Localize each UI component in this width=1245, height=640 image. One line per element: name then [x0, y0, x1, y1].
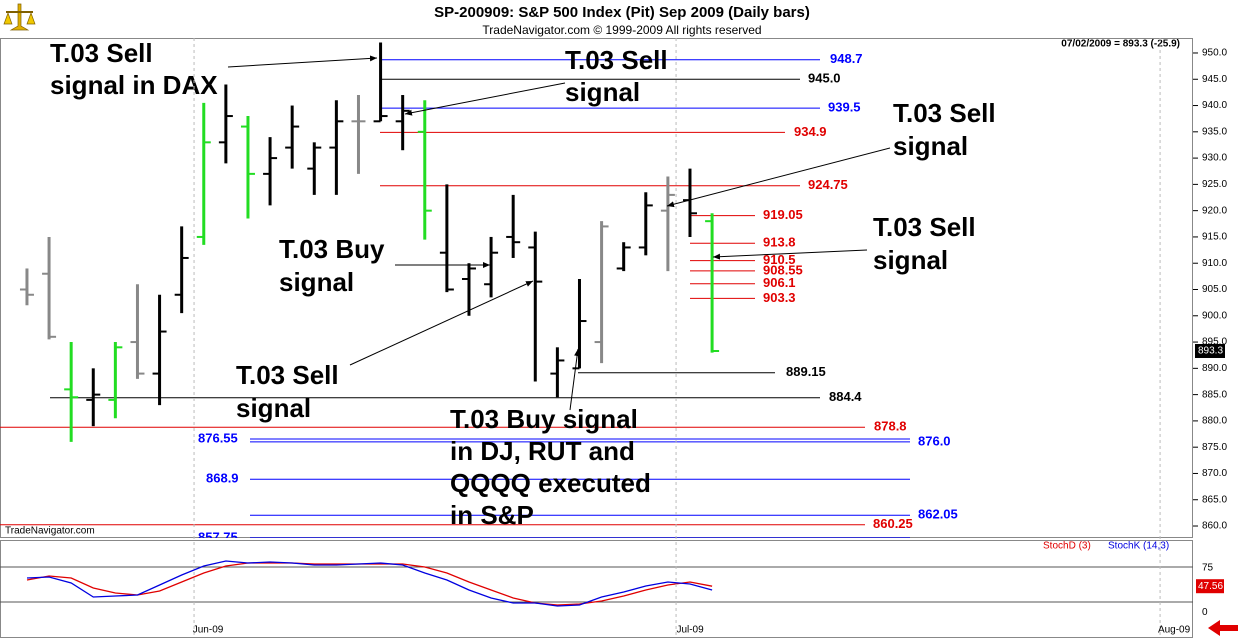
level-label: 924.75	[808, 177, 848, 192]
annotation-text: signal	[893, 131, 968, 161]
level-label: 934.9	[794, 124, 827, 139]
level-label: 876.0	[918, 433, 951, 448]
annotation-text: signal	[565, 77, 640, 107]
last-price-box	[1195, 343, 1225, 358]
logo	[3, 3, 36, 31]
status-text: 07/02/2009 = 893.3 (-25.9)	[1061, 39, 1180, 50]
y-tick-label: 880.0	[1202, 416, 1227, 427]
level-label: 868.9	[206, 471, 239, 486]
y-tick-label: 895.0	[1202, 337, 1227, 348]
y-tick-label: 915.0	[1202, 232, 1227, 243]
last-value-label: 47.56	[1198, 581, 1223, 592]
x-tick-label: Aug-09	[1158, 625, 1191, 636]
level-label: 884.4	[829, 389, 862, 404]
scroll-arrow[interactable]	[1208, 620, 1238, 636]
annotation-text: T.03 Sell	[873, 212, 976, 242]
chart-title: SP-200909: S&P 500 Index (Pit) Sep 2009 …	[434, 4, 810, 21]
annotation-text: signal	[873, 245, 948, 275]
stoch-panel	[0, 540, 1193, 638]
level-label: 908.55	[763, 262, 803, 277]
level-label: 878.8	[874, 419, 907, 434]
stoch-line	[26, 560, 713, 607]
y-tick-label: 925.0	[1202, 179, 1227, 190]
level-label: 913.8	[763, 235, 796, 250]
y-tick-label: 860.0	[1202, 521, 1227, 532]
y-tick-label: 940.0	[1202, 100, 1227, 111]
y-tick-label: 950.0	[1202, 48, 1227, 59]
level-label: 945.0	[808, 71, 841, 86]
level-label: 919.05	[763, 207, 803, 222]
y-tick-label: 75	[1202, 563, 1214, 574]
y-tick-label: 910.0	[1202, 258, 1227, 269]
x-tick-label: Jul-09	[676, 625, 704, 636]
annotation-text: signal	[279, 267, 354, 297]
annotation-arrow	[349, 280, 534, 366]
annotation-arrow	[712, 249, 868, 260]
axes: Jun-09 Jul-09 Aug-09 860.0 865.0 870.0 875.0 88…	[193, 38, 1227, 638]
annotation-text: T.03 Sell	[565, 45, 668, 75]
x-tick-label: Jun-09	[193, 625, 224, 636]
stoch-plot	[0, 560, 1193, 607]
annotation-text: in DJ, RUT and	[450, 436, 635, 466]
level-label: 903.3	[763, 290, 796, 305]
annotation-text: T.03 Buy	[279, 234, 385, 264]
annotation-arrow	[404, 82, 566, 116]
y-tick-label: 945.0	[1202, 74, 1227, 85]
level-label: 860.25	[873, 516, 913, 531]
y-tick-label: 870.0	[1202, 468, 1227, 479]
legend-entry: StochD (3)	[1043, 541, 1091, 552]
annotation-text: signal	[236, 393, 311, 423]
y-tick-label: 885.0	[1202, 389, 1227, 400]
level-label: 857.75	[198, 529, 238, 544]
y-tick-label: 935.0	[1202, 126, 1227, 137]
y-tick-label: 865.0	[1202, 494, 1227, 505]
annotation-text: T.03 Sell	[50, 38, 153, 68]
annotation-text: T.03 Sell	[893, 98, 996, 128]
annotation-text: T.03 Sell	[236, 360, 339, 390]
y-tick-label: 930.0	[1202, 153, 1227, 164]
level-label: 906.1	[763, 275, 796, 290]
y-tick-label: 900.0	[1202, 310, 1227, 321]
annotation-arrow	[227, 55, 378, 68]
watermark: TradeNavigator.com	[5, 526, 95, 537]
y-tick-label: 875.0	[1202, 442, 1227, 453]
last-price-label: 893.3	[1198, 346, 1223, 357]
level-label: 939.5	[828, 100, 861, 115]
last-value-box	[1196, 579, 1224, 594]
level-label: 876.55	[198, 430, 238, 445]
legend-entry: StochK (14,3)	[1108, 541, 1169, 552]
level-label: 948.7	[830, 51, 863, 66]
annotation-text: in S&P	[450, 500, 534, 530]
annotation-arrow	[569, 348, 581, 411]
annotation-text: T.03 Buy signal	[450, 404, 638, 434]
level-label: 889.15	[786, 364, 826, 379]
y-tick-label: 905.0	[1202, 284, 1227, 295]
y-tick-label: 890.0	[1202, 363, 1227, 374]
level-label: 910.5	[763, 252, 796, 267]
annotation-arrow	[666, 147, 891, 208]
y-tick-label: 920.0	[1202, 205, 1227, 216]
level-label: 862.05	[918, 507, 958, 522]
y-tick-label: 0	[1202, 607, 1208, 618]
chart-subtitle: TradeNavigator.com © 1999-2009 All right…	[482, 23, 761, 37]
annotation-text: signal in DAX	[50, 70, 218, 100]
annotation-text: QQQQ executed	[450, 468, 651, 498]
